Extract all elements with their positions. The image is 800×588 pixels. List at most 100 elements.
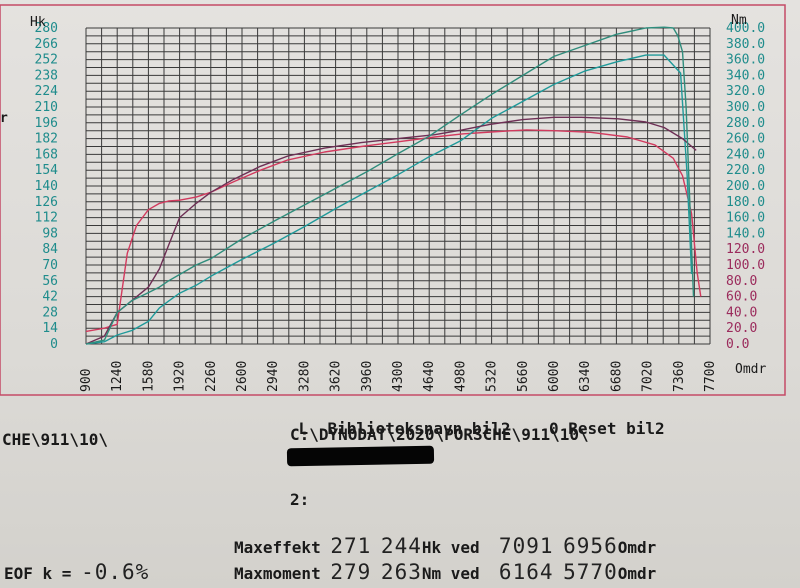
x-tick-label: 3620 [329, 361, 344, 392]
library-key: L [298, 419, 309, 438]
right-tick-label: 140.0 [726, 226, 765, 241]
x-axis-unit: Omdr [735, 362, 766, 377]
left-tick-label: 224 [35, 84, 59, 99]
x-tick-label: 6000 [547, 361, 562, 392]
x-tick-label: 2600 [235, 361, 250, 392]
left-tick-label: 238 [35, 68, 58, 83]
right-tick-label: 120.0 [726, 242, 765, 257]
dyno-chart: 0142842567084981121261401541681821962102… [0, 4, 786, 396]
right-tick-label: 160.0 [726, 211, 765, 226]
left-tick-label: 28 [42, 305, 58, 320]
eof-value: -0.6% [81, 560, 150, 584]
maxmoment-label: Maxmoment [234, 564, 321, 583]
left-tick-label: 280 [35, 21, 58, 36]
right-tick-label: 260.0 [726, 132, 765, 147]
eof-row: EOF k = -0.6% [4, 560, 149, 584]
right-tick-label: 200.0 [726, 179, 765, 194]
series-line-4 [85, 26, 695, 345]
maxeffekt-rpm-2: 6956 [563, 534, 618, 558]
maxmoment-value-1: 279 [330, 560, 372, 584]
left-tick-label: 252 [35, 53, 58, 68]
eof-label: EOF k = [4, 564, 72, 583]
right-tick-label: 320.0 [726, 84, 765, 99]
left-tick-label: 196 [35, 116, 58, 131]
x-tick-label: 900 [79, 369, 94, 392]
maxmoment-row: Maxmoment 279 263Nm ved 6164 5770Omdr [234, 560, 656, 584]
x-tick-label: 7020 [641, 361, 656, 392]
left-axis-ticks: 0142842567084981121261401541681821962102… [35, 21, 59, 352]
right-tick-label: 80.0 [726, 274, 757, 289]
x-tick-label: 4640 [422, 361, 437, 392]
left-tick-label: 168 [35, 147, 58, 162]
left-tick-label: 70 [42, 258, 58, 273]
series-line-2 [85, 54, 693, 345]
left-tick-label: 14 [42, 321, 58, 336]
x-tick-label: 6340 [578, 361, 593, 392]
maxeffekt-row: Maxeffekt 271 244Hk ved 7091 6956Omdr [234, 534, 656, 558]
left-tick-label: 182 [35, 132, 58, 147]
left-tick-label: 0 [50, 337, 58, 352]
left-tick-label: 154 [35, 163, 59, 178]
x-tick-label: 1920 [173, 361, 188, 392]
path-left: CHE\911\10\ [2, 430, 108, 449]
x-tick-label: 1240 [110, 361, 125, 392]
redacted-block [286, 445, 435, 467]
chart-frame [0, 4, 786, 396]
x-tick-label: 3960 [360, 361, 375, 392]
left-tick-label: 266 [35, 37, 58, 52]
maxeffekt-unit: Hk ved [421, 538, 480, 557]
left-tick-label: 112 [35, 211, 58, 226]
maxeffekt-value-1: 271 [330, 534, 372, 558]
left-tick-label: 140 [35, 179, 58, 194]
maxmoment-unit: Nm ved [421, 564, 480, 583]
left-edge-fragment: r [0, 111, 8, 126]
x-tick-label: 4980 [453, 361, 468, 392]
right-tick-label: 180.0 [726, 195, 765, 210]
left-tick-label: 126 [35, 195, 58, 210]
maxeffekt-rpm-1: 7091 [498, 534, 554, 558]
right-tick-label: 300.0 [726, 100, 765, 115]
maxeffekt-value-2: 244 [380, 534, 422, 558]
maxmoment-value-2: 263 [380, 560, 422, 584]
chart-grid [85, 27, 711, 345]
x-tick-label: 4300 [391, 361, 406, 392]
right-tick-label: 360.0 [726, 53, 765, 68]
x-axis-ticks: 900 1240 1580 1920 2260 2600 2940 3280 3620 3960 4… [79, 361, 718, 392]
left-axis-unit: Hk [30, 15, 46, 30]
left-tick-label: 56 [42, 274, 58, 289]
right-tick-label: 20.0 [726, 321, 757, 336]
reset-label[interactable]: Reset bil2 [568, 419, 665, 438]
left-tick-label: 84 [42, 242, 58, 257]
x-tick-label: 2260 [204, 361, 219, 392]
slot-label: 2: [290, 490, 310, 509]
series-line-3 [85, 116, 697, 345]
left-tick-label: 98 [42, 226, 58, 241]
x-tick-label: 5660 [516, 361, 531, 392]
x-tick-label: 7700 [703, 361, 718, 392]
reset-key: 0 [549, 419, 559, 438]
library-label[interactable]: Biblioteksnavn bil2 [327, 419, 511, 438]
left-tick-label: 210 [35, 100, 58, 115]
right-axis-unit: Nm [731, 13, 747, 28]
right-tick-label: 280.0 [726, 116, 765, 131]
library-row: L Biblioteksnavn bil2 0 Reset bil2 [260, 400, 665, 457]
maxmoment-rpm-1: 6164 [498, 560, 554, 584]
maxeffekt-rpm-unit: Omdr [617, 538, 657, 557]
right-tick-label: 0.0 [726, 337, 749, 352]
right-tick-label: 340.0 [726, 68, 765, 83]
right-tick-label: 240.0 [726, 147, 765, 162]
x-tick-label: 2940 [266, 361, 281, 392]
right-tick-label: 400.0 [726, 21, 765, 36]
maxeffekt-label: Maxeffekt [234, 538, 321, 557]
maxmoment-rpm-unit: Omdr [617, 564, 657, 583]
path-full: C:\DYNODAT\2020\PORSCHE\911\10\ [290, 425, 589, 444]
x-tick-label: 5320 [485, 361, 500, 392]
right-tick-label: 100.0 [726, 258, 765, 273]
x-tick-label: 7360 [672, 361, 687, 392]
left-tick-label: 42 [42, 290, 58, 305]
right-tick-label: 40.0 [726, 305, 757, 320]
right-axis-ticks: 0.020.040.060.080.0100.0120.0140.0160.01… [726, 21, 765, 352]
series-line-1 [85, 129, 702, 333]
x-tick-label: 3280 [297, 361, 312, 392]
